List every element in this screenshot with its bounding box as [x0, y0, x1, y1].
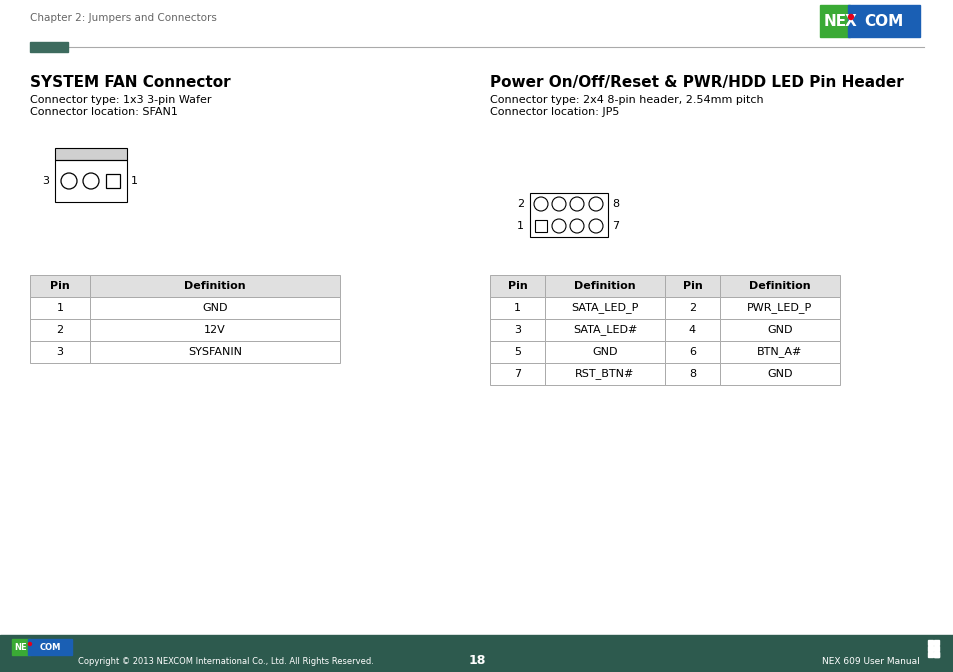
- Bar: [664, 341, 720, 363]
- Bar: [933, 646, 938, 651]
- Text: COM: COM: [863, 13, 902, 28]
- Bar: [933, 652, 938, 657]
- Text: SATA_LED_P: SATA_LED_P: [571, 302, 638, 313]
- Bar: [30, 275, 90, 297]
- Bar: [106, 174, 120, 187]
- Text: SYSFANIN: SYSFANIN: [188, 347, 242, 357]
- Bar: [90, 297, 339, 319]
- Text: GND: GND: [592, 347, 618, 357]
- Text: 8: 8: [688, 369, 696, 379]
- Bar: [55, 148, 127, 160]
- Text: 5: 5: [514, 347, 520, 357]
- Text: GND: GND: [766, 325, 792, 335]
- Text: 2: 2: [688, 303, 696, 313]
- Bar: [720, 297, 840, 319]
- Bar: [544, 363, 664, 385]
- Text: 3: 3: [514, 325, 520, 335]
- Bar: [927, 640, 932, 645]
- Bar: [927, 652, 932, 657]
- Text: 7: 7: [514, 369, 520, 379]
- Text: 18: 18: [468, 655, 485, 667]
- Bar: [720, 363, 840, 385]
- Bar: [544, 341, 664, 363]
- Text: 12V: 12V: [204, 325, 226, 335]
- Text: 4: 4: [688, 325, 696, 335]
- Text: COM: COM: [39, 642, 61, 651]
- Bar: [12, 639, 30, 655]
- Text: Connector type: 2x4 8-pin header, 2.54mm pitch: Connector type: 2x4 8-pin header, 2.54mm…: [490, 95, 762, 105]
- Text: Connector location: JP5: Connector location: JP5: [490, 107, 618, 117]
- Text: PWR_LED_P: PWR_LED_P: [746, 302, 812, 313]
- Text: 1: 1: [514, 303, 520, 313]
- Text: GND: GND: [202, 303, 228, 313]
- Bar: [30, 297, 90, 319]
- Text: 2: 2: [517, 199, 523, 209]
- Text: Pin: Pin: [682, 281, 701, 291]
- Bar: [490, 341, 544, 363]
- Bar: [30, 341, 90, 363]
- Bar: [490, 363, 544, 385]
- Text: Connector type: 1x3 3-pin Wafer: Connector type: 1x3 3-pin Wafer: [30, 95, 212, 105]
- Bar: [933, 652, 938, 657]
- Bar: [30, 319, 90, 341]
- Text: 7: 7: [612, 221, 618, 231]
- Bar: [28, 639, 71, 655]
- Bar: [30, 42, 68, 52]
- Text: GND: GND: [766, 369, 792, 379]
- Text: SYSTEM FAN Connector: SYSTEM FAN Connector: [30, 75, 231, 90]
- Text: X: X: [844, 13, 856, 28]
- Bar: [664, 363, 720, 385]
- Text: Power On/Off/Reset & PWR/HDD LED Pin Header: Power On/Off/Reset & PWR/HDD LED Pin Hea…: [490, 75, 902, 90]
- Text: Connector location: SFAN1: Connector location: SFAN1: [30, 107, 177, 117]
- Bar: [90, 319, 339, 341]
- Text: 8: 8: [612, 199, 618, 209]
- Text: Definition: Definition: [748, 281, 810, 291]
- Bar: [530, 193, 607, 237]
- Circle shape: [29, 642, 31, 646]
- Text: Pin: Pin: [51, 281, 70, 291]
- Text: NEX 609 User Manual: NEX 609 User Manual: [821, 657, 919, 665]
- Bar: [720, 341, 840, 363]
- Bar: [820, 5, 849, 37]
- Text: 3: 3: [56, 347, 64, 357]
- Bar: [847, 5, 919, 37]
- Text: RST_BTN#: RST_BTN#: [575, 368, 634, 380]
- Text: Chapter 2: Jumpers and Connectors: Chapter 2: Jumpers and Connectors: [30, 13, 216, 23]
- Text: 2: 2: [56, 325, 64, 335]
- Bar: [90, 275, 339, 297]
- Text: BTN_A#: BTN_A#: [757, 347, 801, 358]
- Bar: [490, 275, 544, 297]
- Text: 6: 6: [688, 347, 696, 357]
- Text: 1: 1: [131, 176, 138, 186]
- Bar: [544, 319, 664, 341]
- Bar: [0, 635, 953, 672]
- Bar: [933, 640, 938, 645]
- Text: Copyright © 2013 NEXCOM International Co., Ltd. All Rights Reserved.: Copyright © 2013 NEXCOM International Co…: [78, 657, 374, 665]
- Bar: [664, 319, 720, 341]
- Bar: [55, 160, 127, 202]
- Text: Pin: Pin: [507, 281, 527, 291]
- Text: NE: NE: [822, 13, 845, 28]
- Bar: [534, 220, 547, 233]
- Text: SATA_LED#: SATA_LED#: [572, 325, 637, 335]
- Text: Definition: Definition: [574, 281, 635, 291]
- Bar: [664, 275, 720, 297]
- Text: 1: 1: [517, 221, 523, 231]
- Bar: [90, 341, 339, 363]
- Text: 1: 1: [56, 303, 64, 313]
- Bar: [544, 275, 664, 297]
- Bar: [720, 319, 840, 341]
- Bar: [490, 297, 544, 319]
- Bar: [927, 646, 932, 651]
- Text: 3: 3: [42, 176, 49, 186]
- Text: NE: NE: [14, 642, 28, 651]
- Bar: [544, 297, 664, 319]
- Bar: [490, 319, 544, 341]
- Bar: [664, 297, 720, 319]
- Text: Definition: Definition: [184, 281, 246, 291]
- Circle shape: [847, 15, 853, 19]
- Bar: [720, 275, 840, 297]
